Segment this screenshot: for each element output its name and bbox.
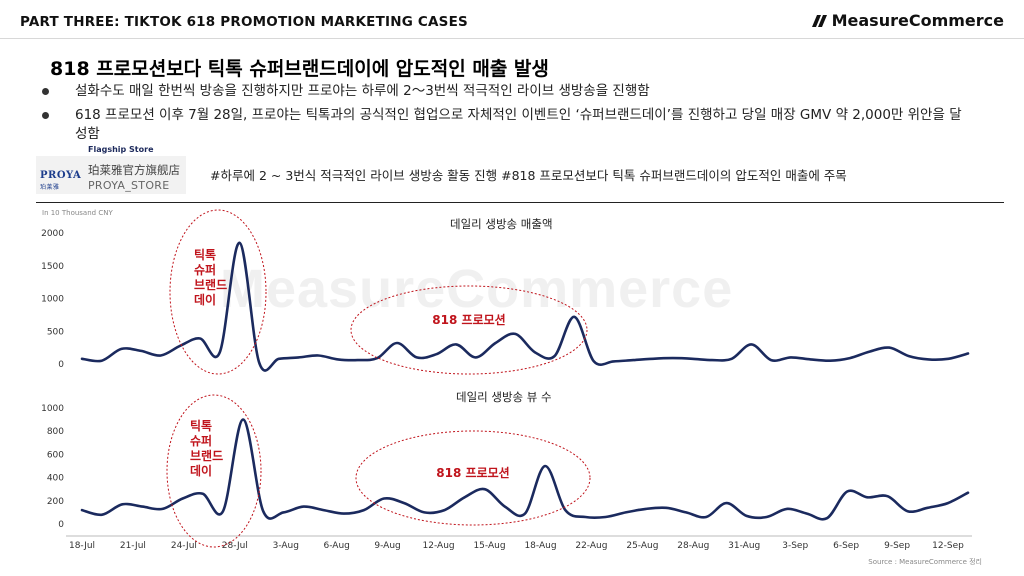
annotation-label: 818 프로모션 <box>436 465 509 480</box>
bullet-list: 설화수도 매일 한번씩 방송을 진행하지만 프로야는 하루에 2〜3번씩 적극적… <box>38 82 968 149</box>
x-tick-label: 3-Aug <box>273 541 299 551</box>
part-label: PART THREE: TIKTOK 618 PROMOTION MARKETI… <box>20 14 468 30</box>
y-tick-label: 1000 <box>41 295 64 305</box>
x-tick-label: 6-Aug <box>324 541 350 551</box>
chart-title-views: 데일리 생방송 뷰 수 <box>456 390 552 404</box>
store-brand-logo: PROYA 珀莱雅 <box>40 170 82 191</box>
x-tick-label: 9-Aug <box>374 541 400 551</box>
source-note: Source : MeasureCommerce 정리 <box>868 558 982 566</box>
annotation-label: 슈퍼 <box>190 433 212 448</box>
x-tick-label: 18-Aug <box>524 541 556 551</box>
x-tick-label: 25-Aug <box>626 541 658 551</box>
annotation-ellipse <box>169 209 267 375</box>
store-box: PROYA 珀莱雅 珀莱雅官方旗舰店 PROYA_STORE <box>36 156 186 194</box>
y-tick-label: 600 <box>47 450 64 460</box>
brand-logo: MeasureCommerce <box>811 11 1004 30</box>
y-tick-label: 0 <box>58 360 64 370</box>
x-tick-label: 12-Aug <box>423 541 455 551</box>
y-tick-label: 400 <box>47 474 64 484</box>
x-tick-label: 9-Sep <box>884 541 910 551</box>
x-tick-label: 24-Jul <box>171 541 197 551</box>
annotation-label: 818 프로모션 <box>432 312 505 327</box>
hashtag-divider <box>36 202 1004 203</box>
y-tick-label: 1000 <box>41 404 64 414</box>
annotation-ellipse <box>166 394 262 548</box>
bullet-item: 618 프로모션 이후 7월 28일, 프로야는 틱톡과의 공식적인 협업으로 … <box>38 106 968 144</box>
y-tick-label: 0 <box>58 520 64 530</box>
chart-title-sales: 데일리 생방송 매출액 <box>450 217 553 231</box>
watermark: MeasureCommerce <box>220 259 734 319</box>
y-tick-label: 500 <box>47 327 64 337</box>
hashtag-line: #하루에 2 ~ 3번식 적극적인 라이브 생방송 활동 진행 #818 프로모… <box>210 168 847 183</box>
unit-label: In 10 Thousand CNY <box>42 209 113 217</box>
x-tick-label: 28-Aug <box>677 541 709 551</box>
annotation-label: 브랜드 <box>194 277 227 292</box>
x-tick-label: 28-Jul <box>222 541 248 551</box>
y-tick-label: 800 <box>47 427 64 437</box>
store-name: 珀莱雅官方旗舰店 <box>88 163 180 177</box>
header-divider <box>0 38 1024 39</box>
bullet-item: 설화수도 매일 한번씩 방송을 진행하지만 프로야는 하루에 2〜3번씩 적극적… <box>38 82 968 101</box>
annotation-label: 브랜드 <box>190 448 223 463</box>
store-id: PROYA_STORE <box>88 179 170 192</box>
store-card: Flagship Store PROYA 珀莱雅 珀莱雅官方旗舰店 PROYA_… <box>36 145 186 194</box>
annotation-label: 데이 <box>194 292 216 307</box>
y-tick-label: 2000 <box>41 229 64 239</box>
y-tick-label: 200 <box>47 497 64 507</box>
annotation-label: 틱톡 <box>194 247 216 262</box>
slide-title: 818 프로모션보다 틱톡 슈퍼브랜드데이에 압도적인 매출 발생 <box>50 58 549 80</box>
series-line <box>80 418 970 521</box>
x-tick-label: 21-Jul <box>120 541 146 551</box>
x-tick-label: 12-Sep <box>932 541 964 551</box>
x-tick-label: 22-Aug <box>575 541 607 551</box>
store-tag: Flagship Store <box>88 145 154 154</box>
annotation-label: 틱톡 <box>190 418 212 433</box>
annotation-ellipse <box>350 285 588 375</box>
annotation-label: 데이 <box>190 463 212 478</box>
annotation-ellipse <box>355 430 591 526</box>
x-tick-label: 3-Sep <box>782 541 808 551</box>
y-tick-label: 1500 <box>41 262 64 272</box>
x-tick-label: 18-Jul <box>69 541 95 551</box>
logo-mark-icon <box>811 14 827 27</box>
x-tick-label: 31-Aug <box>728 541 760 551</box>
x-tick-label: 15-Aug <box>473 541 505 551</box>
logo-text: MeasureCommerce <box>831 11 1004 30</box>
x-tick-label: 6-Sep <box>833 541 859 551</box>
annotation-label: 슈퍼 <box>194 262 216 277</box>
series-line <box>80 241 970 372</box>
